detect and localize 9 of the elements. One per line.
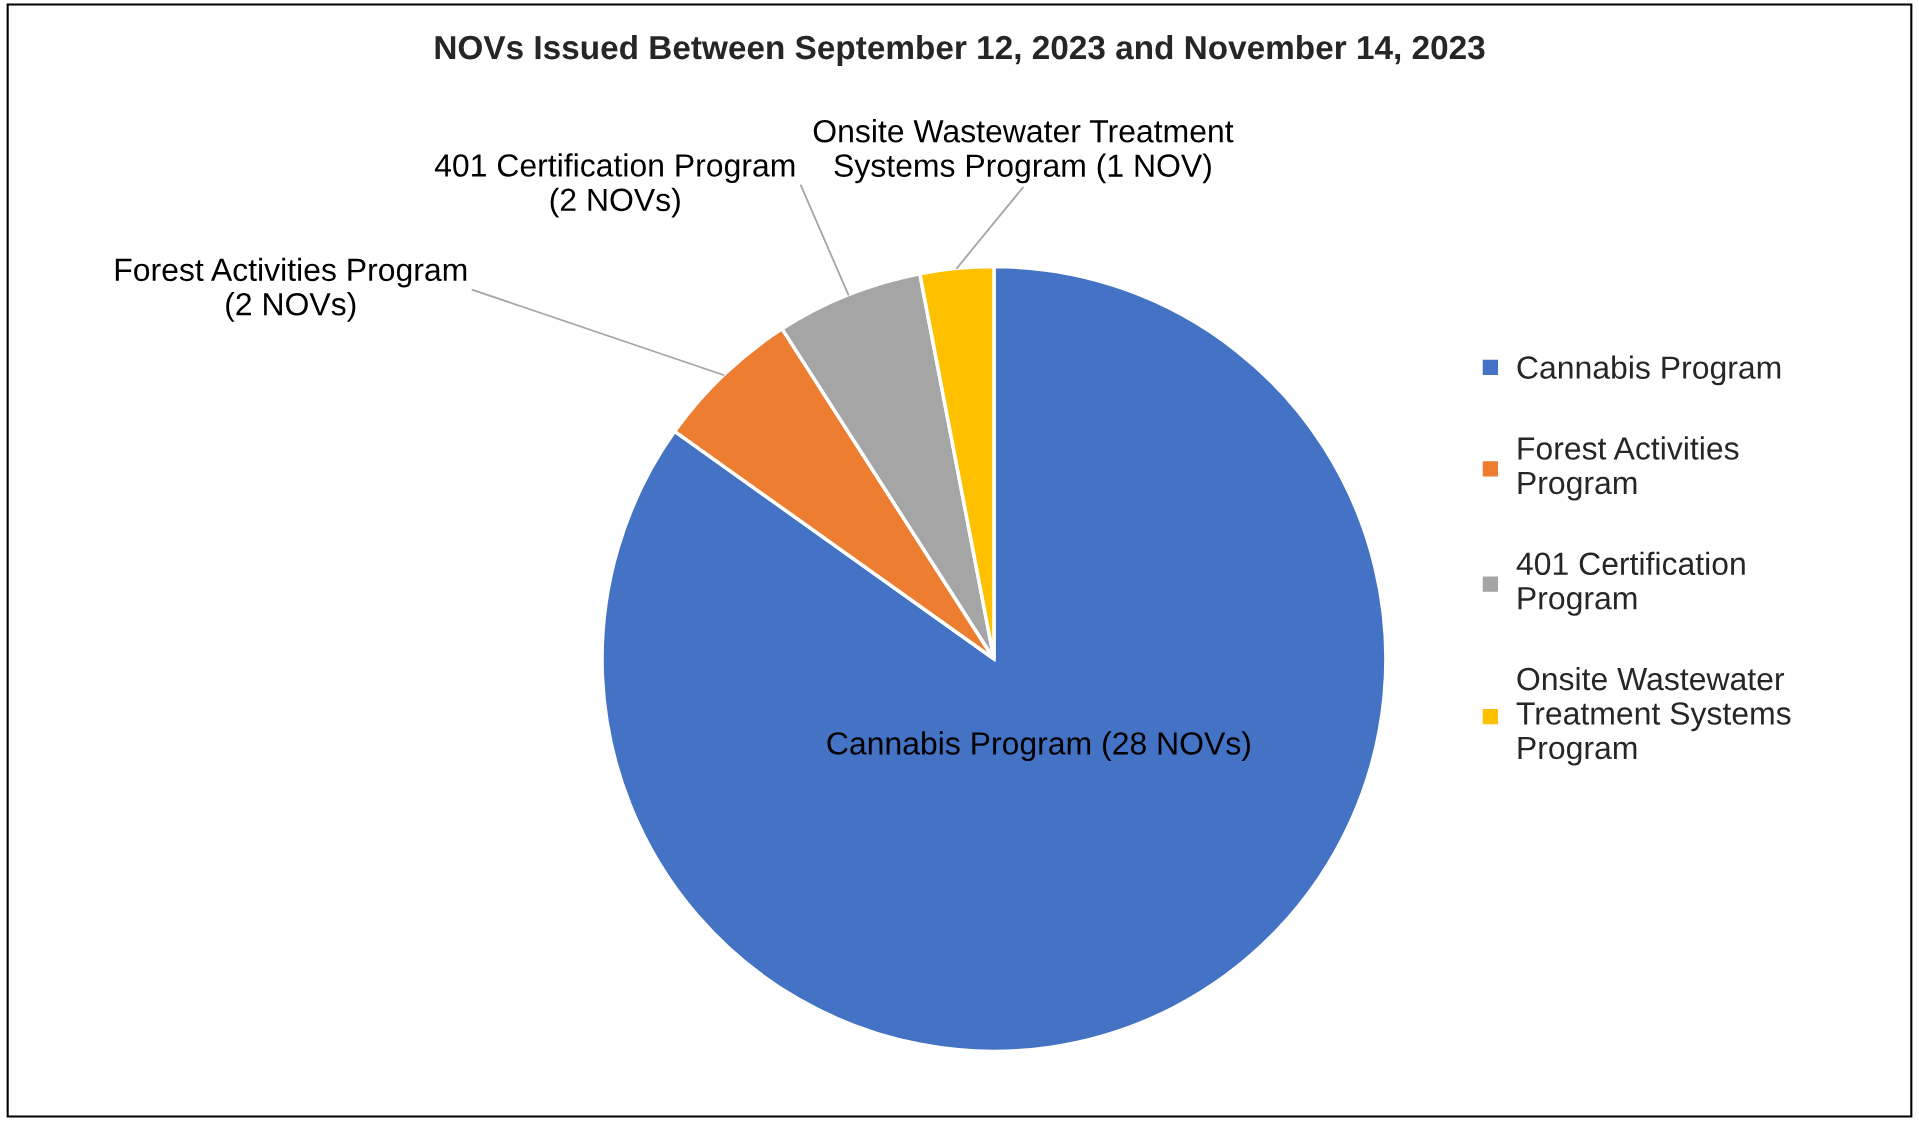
legend-label: Cannabis Program (1517, 355, 1781, 386)
legend-label: 401 Certification Program (1516, 551, 1745, 616)
chart-title: NOVs Issued Between September 12, 2023 and November 14, 2023 (435, 34, 1485, 66)
legend-label: Forest Activities Program (1518, 436, 1739, 501)
data-label: 401 Certification Program (2 NOVs) (434, 153, 795, 218)
data-label: Onsite Wastewater Treatment Systems Program (1 NOV) (813, 119, 1234, 184)
data-label: Forest Activities Program (2 NOVs) (115, 257, 467, 322)
legend-label: Onsite Wastewater Treatment Systems Program (1516, 666, 1791, 766)
data-label: Cannabis Program (28 NOVs) (827, 731, 1250, 762)
